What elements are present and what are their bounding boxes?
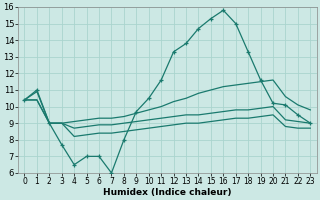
X-axis label: Humidex (Indice chaleur): Humidex (Indice chaleur) [103, 188, 232, 197]
